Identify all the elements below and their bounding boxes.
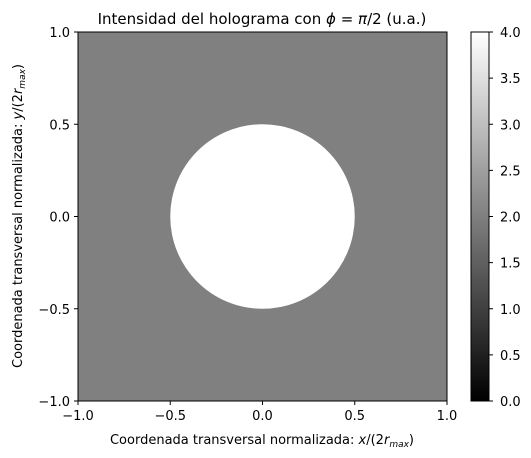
y-tick-label: 1.0 <box>49 26 70 41</box>
y-axis-label: Coordenada transversal normalizada: y/(2… <box>11 64 28 368</box>
ylabel-r: r <box>11 87 26 94</box>
x-tick-label: 1.0 <box>437 409 458 424</box>
colorbar-tick-label: 1.5 <box>500 257 521 272</box>
colorbar-tick-label: 3.0 <box>500 118 521 133</box>
colorbar-tick-label: 1.0 <box>500 303 521 318</box>
colorbar-tick-label: 4.0 <box>500 26 521 41</box>
chart-title: Intensidad del holograma con ϕ = π/2 (u.… <box>98 10 427 28</box>
xlabel-mid: /(2 <box>366 433 384 448</box>
colorbar-tick-label: 0.0 <box>500 395 521 410</box>
ylabel-sub: max <box>18 68 28 88</box>
colorbar: 0.0 0.5 1.0 1.5 2.0 2.5 3.0 3.5 4.0 <box>470 26 521 410</box>
y-axis-ticks: −1.0 −0.5 0.0 0.5 1.0 <box>38 26 78 410</box>
y-tick-label: −1.0 <box>38 395 70 410</box>
title-eq: = <box>336 10 358 28</box>
y-tick-label: −0.5 <box>38 303 70 318</box>
xlabel-r: r <box>384 433 391 448</box>
x-axis-ticks: −1.0 −0.5 0.0 0.5 1.0 <box>62 401 457 424</box>
disk-region <box>170 124 355 309</box>
ylabel-prefix: Coordenada transversal normalizada: <box>11 119 26 368</box>
x-tick-label: 0.5 <box>344 409 365 424</box>
plot-area <box>77 31 448 402</box>
ylabel-y: y <box>11 111 26 120</box>
y-tick-label: 0.0 <box>49 211 70 226</box>
x-axis-label: Coordenada transversal normalizada: x/(2… <box>110 433 414 450</box>
x-tick-label: −0.5 <box>154 409 186 424</box>
colorbar-tick-label: 3.5 <box>500 72 521 87</box>
ylabel-mid: /(2 <box>11 94 26 112</box>
colorbar-tick-label: 2.0 <box>500 211 521 226</box>
xlabel-prefix: Coordenada transversal normalizada: <box>110 433 359 448</box>
x-tick-label: −1.0 <box>62 409 94 424</box>
xlabel-x: x <box>358 433 367 448</box>
xlabel-sub: max <box>389 440 409 450</box>
title-suffix: /2 (u.a.) <box>367 10 426 28</box>
x-tick-label: 0.0 <box>252 409 273 424</box>
colorbar-ticks: 0.0 0.5 1.0 1.5 2.0 2.5 3.0 3.5 4.0 <box>489 26 521 410</box>
title-pi: π <box>358 10 368 28</box>
colorbar-tick-label: 2.5 <box>500 164 521 179</box>
colorbar-tick-label: 0.5 <box>500 349 521 364</box>
colorbar-gradient <box>470 31 490 402</box>
ylabel-close: ) <box>11 64 26 69</box>
title-prefix: Intensidad del holograma con <box>98 10 326 28</box>
y-tick-label: 0.5 <box>49 118 70 133</box>
title-phi: ϕ <box>326 10 336 28</box>
xlabel-close: ) <box>409 433 414 448</box>
